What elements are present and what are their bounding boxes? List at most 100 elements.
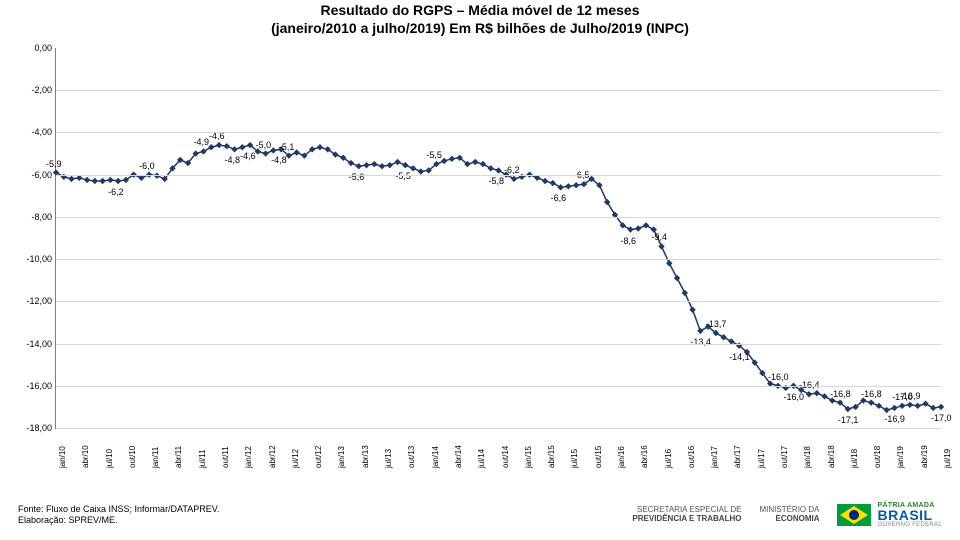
x-tick-label: out/13 [407, 446, 416, 468]
data-label: -16,9 [900, 391, 921, 401]
x-tick-label: jan/14 [431, 446, 440, 468]
x-tick-label: jan/18 [803, 446, 812, 468]
data-label: -14,1 [729, 352, 750, 362]
x-tick-label: jul/10 [105, 449, 114, 468]
logo-secretaria: SECRETARIA ESPECIAL DE PREVIDÊNCIA E TRA… [632, 506, 741, 524]
chart-container: 0,00-2,00-4,00-6,00-8,00-10,00-12,00-14,… [10, 48, 950, 468]
x-tick-label: jul/17 [757, 449, 766, 468]
data-label: -13,7 [706, 319, 727, 329]
data-label: -4,9 [194, 137, 210, 147]
x-tick-label: abr/11 [174, 446, 183, 468]
gridline [56, 175, 941, 176]
data-label: -16,0 [784, 392, 805, 402]
brasil-line-2: BRASIL [877, 509, 942, 522]
x-tick-label: out/16 [687, 446, 696, 468]
x-tick-label: abr/14 [454, 445, 463, 468]
x-tick-label: abr/17 [733, 445, 742, 468]
data-label: -16,0 [768, 372, 789, 382]
y-tick-label: -18,00 [12, 423, 52, 433]
x-tick-label: abr/18 [827, 445, 836, 468]
x-tick-label: out/18 [873, 446, 882, 468]
x-tick-label: abr/16 [640, 445, 649, 468]
gridline [56, 132, 941, 133]
y-tick-label: -10,00 [12, 254, 52, 264]
data-label: -5,5 [426, 150, 442, 160]
x-tick-label: abr/12 [268, 445, 277, 468]
logo-min-line-2: ECONOMIA [759, 515, 819, 524]
page: Resultado do RGPS – Média móvel de 12 me… [0, 0, 960, 540]
y-tick-label: -16,00 [12, 381, 52, 391]
flag-icon [837, 504, 871, 526]
data-label: -8,6 [620, 236, 636, 246]
plot-area: -5,9-6,0-6,2-4,9-4,8-4,6-4,6-5,0-4,8-5,1… [55, 48, 941, 429]
data-label: -17,1 [838, 415, 859, 425]
x-tick-label: out/17 [780, 446, 789, 468]
data-label: -5,0 [256, 140, 272, 150]
data-label: -6,6 [551, 193, 567, 203]
logo-brasil-text: PÁTRIA AMADA BRASIL GOVERNO FEDERAL [877, 502, 942, 528]
title-line-2: (janeiro/2010 a julho/2019) Em R$ bilhõe… [0, 20, 960, 38]
logo-sec-line-2: PREVIDÊNCIA E TRABALHO [632, 515, 741, 524]
gridline [56, 217, 941, 218]
x-tick-label: abr/13 [361, 445, 370, 468]
data-label: -5,8 [489, 176, 505, 186]
y-tick-label: -8,00 [12, 212, 52, 222]
x-tick-label: jul/19 [943, 449, 952, 468]
y-tick-label: 0,00 [12, 43, 52, 53]
data-label: -5,5 [395, 171, 411, 181]
gridline [56, 344, 941, 345]
chart-title: Resultado do RGPS – Média móvel de 12 me… [0, 2, 960, 37]
x-tick-label: jan/12 [244, 446, 253, 468]
x-tick-label: jan/11 [151, 447, 160, 468]
x-axis-labels: jan/10 abr/10 jul/10 out/10 jan/11 abr/11 jul/… [55, 430, 940, 480]
source-footer: Fonte: Fluxo de Caixa INSS; Informar/DAT… [18, 504, 219, 527]
y-tick-label: -2,00 [12, 85, 52, 95]
x-tick-label: jan/19 [896, 446, 905, 468]
brasil-line-3: GOVERNO FEDERAL [877, 522, 942, 528]
data-label: -13,4 [690, 337, 711, 347]
data-label: -6,2 [108, 187, 124, 197]
data-label: -4,6 [240, 151, 256, 161]
x-tick-label: abr/10 [81, 445, 90, 468]
x-tick-label: abr/15 [547, 445, 556, 468]
gridline [56, 259, 941, 260]
line-series [56, 48, 941, 428]
y-tick-label: -14,00 [12, 339, 52, 349]
footer-line-1: Fonte: Fluxo de Caixa INSS; Informar/DAT… [18, 504, 219, 515]
data-label: -16,8 [830, 389, 851, 399]
gridline [56, 386, 941, 387]
x-tick-label: jul/15 [570, 449, 579, 468]
y-tick-label: -6,00 [12, 170, 52, 180]
x-tick-label: jan/16 [617, 446, 626, 468]
gridline [56, 90, 941, 91]
data-label: -16,8 [861, 389, 882, 399]
data-label: -5,1 [279, 142, 295, 152]
x-tick-label: jul/14 [477, 449, 486, 468]
data-label: -16,9 [884, 414, 905, 424]
x-tick-label: jan/10 [58, 446, 67, 468]
y-tick-label: -12,00 [12, 296, 52, 306]
title-line-1: Resultado do RGPS – Média móvel de 12 me… [0, 2, 960, 20]
x-tick-label: abr/19 [920, 445, 929, 468]
x-tick-label: jul/13 [384, 449, 393, 468]
data-label: -4,8 [271, 155, 287, 165]
x-tick-label: out/11 [221, 446, 230, 468]
data-label: -5,9 [46, 159, 62, 169]
x-tick-label: out/10 [128, 446, 137, 468]
footer-line-2: Elaboração: SPREV/ME. [18, 515, 219, 526]
x-tick-label: jul/11 [198, 449, 207, 468]
x-tick-label: jan/17 [710, 446, 719, 468]
gridline [56, 301, 941, 302]
x-tick-label: jul/12 [291, 449, 300, 468]
logo-brasil: PÁTRIA AMADA BRASIL GOVERNO FEDERAL [837, 502, 942, 528]
data-label: -17,0 [931, 413, 952, 423]
x-tick-label: jul/16 [664, 449, 673, 468]
data-label: -6,2 [504, 165, 520, 175]
y-tick-label: -4,00 [12, 127, 52, 137]
gridline [56, 428, 941, 429]
x-tick-label: jan/15 [524, 446, 533, 468]
x-tick-label: out/12 [314, 446, 323, 468]
data-label: -4,8 [225, 155, 241, 165]
x-tick-label: out/15 [594, 446, 603, 468]
data-label: -6,0 [139, 161, 155, 171]
